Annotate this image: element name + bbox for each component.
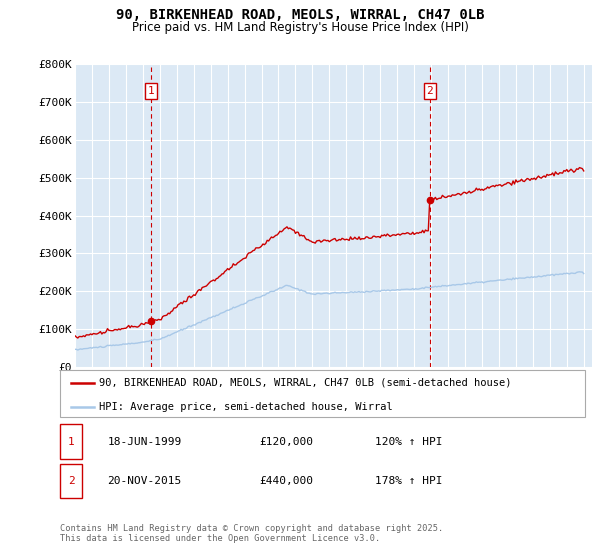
Text: 2: 2 xyxy=(427,86,433,96)
FancyBboxPatch shape xyxy=(60,464,82,498)
Text: £120,000: £120,000 xyxy=(260,437,314,446)
Text: 20-NOV-2015: 20-NOV-2015 xyxy=(107,476,182,486)
Text: Contains HM Land Registry data © Crown copyright and database right 2025.
This d: Contains HM Land Registry data © Crown c… xyxy=(60,524,443,543)
FancyBboxPatch shape xyxy=(60,370,585,417)
Text: Price paid vs. HM Land Registry's House Price Index (HPI): Price paid vs. HM Land Registry's House … xyxy=(131,21,469,34)
Text: 1: 1 xyxy=(68,437,74,446)
Text: 178% ↑ HPI: 178% ↑ HPI xyxy=(375,476,443,486)
Text: 1: 1 xyxy=(148,86,155,96)
FancyBboxPatch shape xyxy=(60,424,82,459)
Text: 90, BIRKENHEAD ROAD, MEOLS, WIRRAL, CH47 0LB (semi-detached house): 90, BIRKENHEAD ROAD, MEOLS, WIRRAL, CH47… xyxy=(100,378,512,388)
Text: £440,000: £440,000 xyxy=(260,476,314,486)
Text: 18-JUN-1999: 18-JUN-1999 xyxy=(107,437,182,446)
Text: 120% ↑ HPI: 120% ↑ HPI xyxy=(375,437,443,446)
Text: 2: 2 xyxy=(68,476,74,486)
Text: 90, BIRKENHEAD ROAD, MEOLS, WIRRAL, CH47 0LB: 90, BIRKENHEAD ROAD, MEOLS, WIRRAL, CH47… xyxy=(116,8,484,22)
Text: HPI: Average price, semi-detached house, Wirral: HPI: Average price, semi-detached house,… xyxy=(100,402,393,412)
